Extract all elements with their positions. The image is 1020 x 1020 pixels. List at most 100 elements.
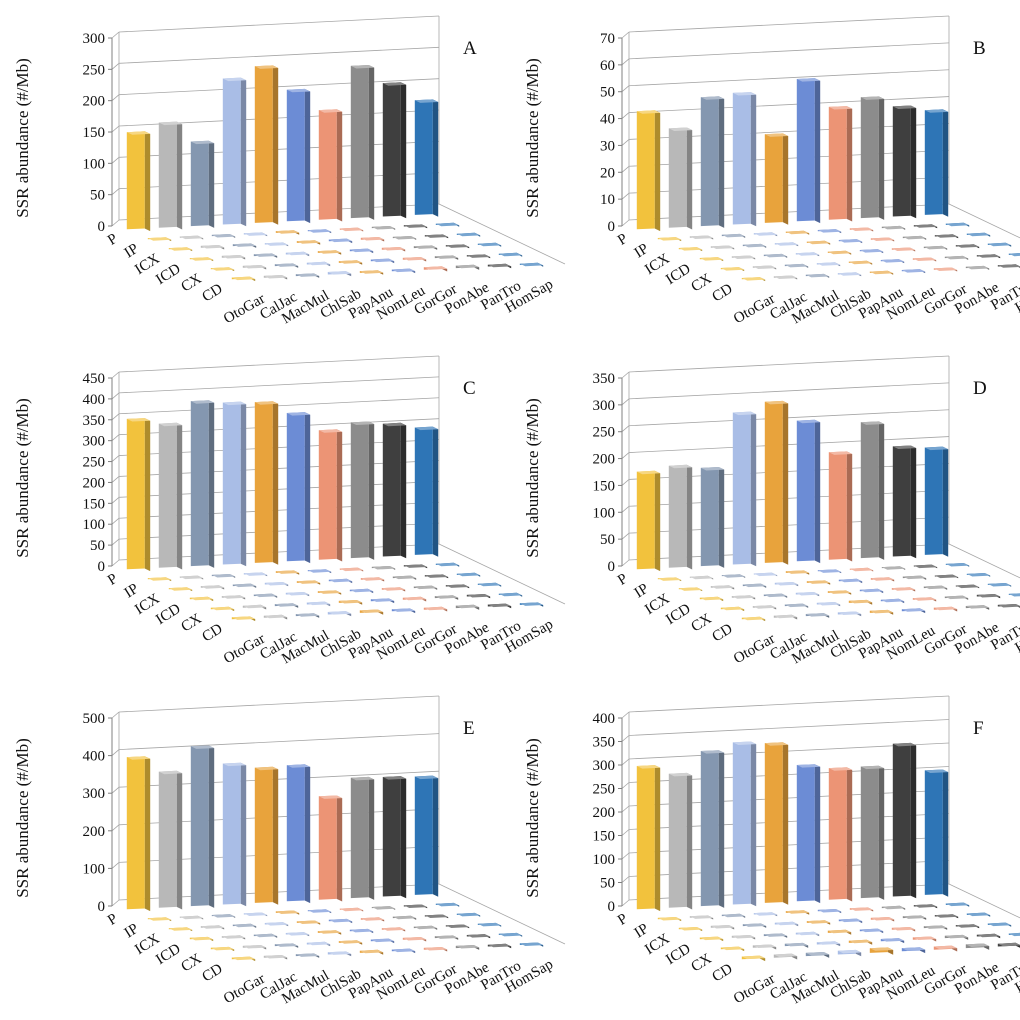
y-tick-label: 60 [600, 58, 615, 74]
y-tick-label: 300 [83, 786, 106, 802]
bar-ip-homsap [435, 222, 460, 227]
bar-top [752, 944, 777, 948]
bar-top [742, 243, 767, 248]
bar-icd-macmul [253, 593, 278, 598]
bar-ip-papanu [785, 570, 810, 575]
bar-p-homsap [414, 775, 439, 897]
bar-cx-caljac [752, 944, 777, 950]
bar-cd-homsap [519, 262, 544, 267]
bar-icx-chlsab [264, 582, 289, 587]
y-tick-label: 250 [593, 782, 616, 798]
bar-top [498, 592, 523, 597]
bar-top [231, 616, 256, 620]
bar-p-homsap [924, 109, 949, 217]
bar-ip-gorgor [849, 567, 874, 572]
gridline-stub [111, 786, 120, 794]
bar-icd-chlsab [795, 592, 820, 597]
bar-front [350, 776, 369, 899]
gridline-stub [621, 559, 630, 567]
bar-top [860, 765, 885, 770]
bar-top [381, 587, 406, 591]
bar-top [189, 936, 214, 941]
bar-top [817, 229, 842, 233]
gridline [118, 733, 440, 750]
bar-cd-papanu [359, 270, 384, 275]
bar-top [828, 106, 853, 110]
bar-top [359, 609, 384, 613]
bar-icd-chlsab [285, 251, 310, 257]
bar-p-nomleu [796, 78, 821, 224]
bar-cd-ponabe [965, 943, 990, 950]
gridline-stub [621, 899, 630, 907]
bar-top [391, 948, 416, 953]
bar-ip-gorgor [339, 227, 364, 232]
bar-top [689, 235, 714, 239]
bar-top [742, 923, 767, 927]
bar-top [944, 934, 969, 939]
bar-top [168, 587, 193, 591]
bar-top [435, 562, 460, 567]
bar-top [424, 914, 449, 918]
bar-top [731, 935, 756, 939]
bar-front [636, 110, 655, 230]
bar-icd-otogar [189, 936, 214, 942]
series-label: P [615, 911, 631, 929]
bar-icx-ponabe [902, 915, 927, 920]
bar-cd-macmul [295, 613, 320, 618]
bar-icd-papanu [317, 590, 342, 595]
bar-top [211, 574, 236, 578]
bar-cd-gorgor [933, 267, 958, 272]
bar-icd-papanu [827, 929, 852, 935]
bar-top [232, 923, 257, 928]
bar-top [306, 261, 331, 266]
bar-top [902, 915, 927, 919]
bar-cx-macmul [784, 603, 809, 608]
bar-cd-gorgor [423, 947, 448, 952]
gridline-stub [111, 862, 120, 869]
y-tick-label: 150 [83, 125, 106, 141]
bar-top [805, 273, 830, 278]
bar-icd-otogar [699, 596, 724, 602]
bar-cd-chlsab [327, 611, 352, 617]
bar-icd-nomleu [859, 928, 884, 934]
bars [636, 741, 1020, 962]
bar-icd-otogar [189, 257, 214, 262]
bar-top [253, 253, 278, 257]
bar-top [668, 772, 693, 777]
bar-cx-pantro [976, 594, 1001, 599]
bar-ip-nomleu [307, 229, 332, 234]
bar-top [414, 426, 439, 431]
panel-label: C [463, 378, 476, 399]
bar-top [773, 953, 798, 958]
bar-cx-otogar [720, 267, 745, 272]
bar-icd-otogar [699, 257, 724, 262]
bar-cd-papanu [359, 609, 384, 615]
bar-p-ponabe [860, 96, 885, 220]
bar-side [400, 82, 407, 219]
bar-p-pantro [382, 422, 407, 559]
bar-top [317, 590, 342, 594]
bar-icx-chlsab [774, 242, 799, 247]
panel-label: D [973, 378, 987, 399]
bar-p-ponabe [860, 421, 885, 560]
bar-cx-papanu [848, 599, 873, 605]
bar-top [221, 935, 246, 939]
y-tick-label: 250 [83, 62, 106, 78]
y-axis-title: SSR abundance (#/Mb) [523, 738, 542, 898]
bar-front [668, 772, 687, 908]
bar-top [657, 237, 682, 241]
bar-icx-macmul [742, 583, 767, 588]
bar-icd-caljac [731, 255, 756, 260]
bar-side [878, 96, 885, 220]
bar-front [190, 400, 209, 567]
bar-cx-nomleu [880, 259, 905, 264]
series-label: IP [122, 581, 142, 602]
bar-top [254, 65, 279, 69]
gridline-stub [621, 532, 630, 540]
bar-side [878, 421, 885, 560]
bar-top [773, 614, 798, 619]
bar-top [435, 222, 460, 227]
bar-icd-caljac [221, 255, 246, 260]
bar-top [435, 902, 460, 907]
